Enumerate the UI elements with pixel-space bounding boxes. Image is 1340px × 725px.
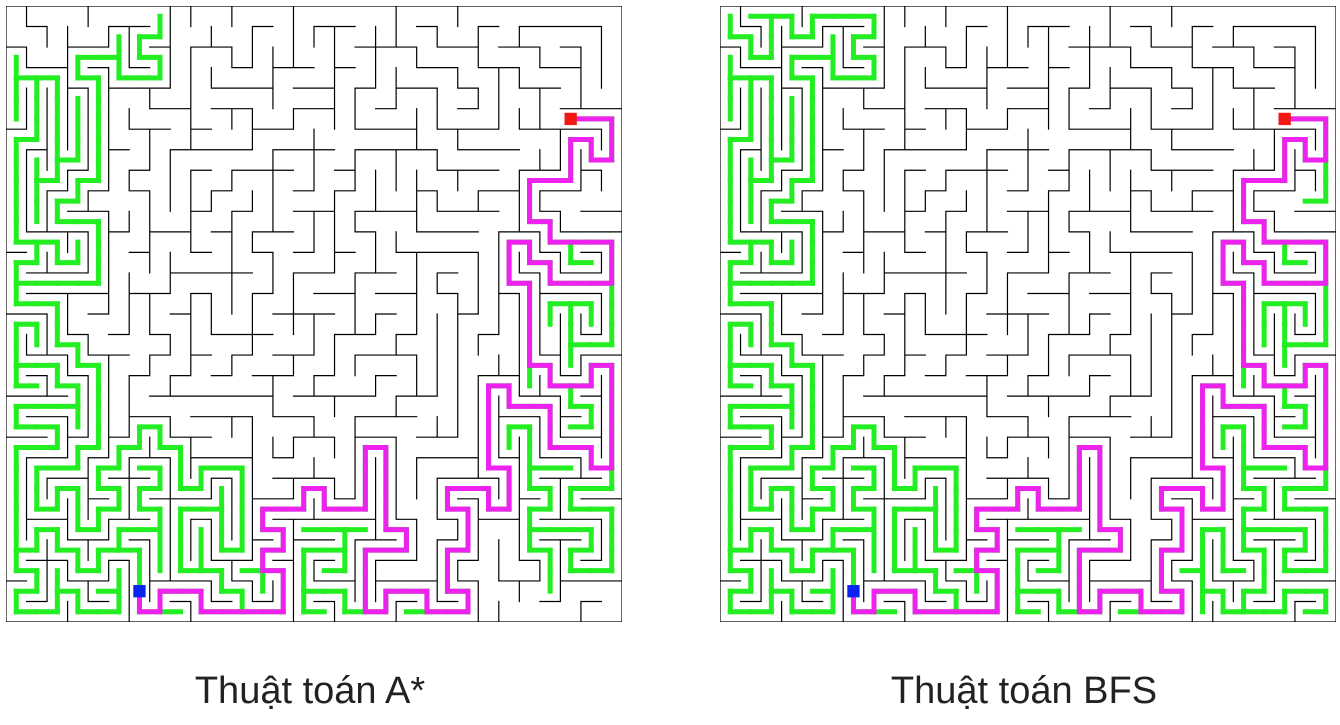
astar-panel: Thuật toán A* (0, 0, 622, 725)
bfs-walls (720, 6, 1336, 622)
bfs-maze (720, 6, 1336, 622)
astar-maze (6, 6, 622, 622)
astar-solution-path (136, 116, 615, 615)
bfs-panel: Thuật toán BFS (714, 0, 1336, 725)
astar-caption: Thuật toán A* (194, 670, 426, 712)
astar-walls (6, 6, 622, 622)
astar-start-marker (133, 585, 146, 598)
bfs-goal-marker (1278, 112, 1291, 126)
bfs-caption: Thuật toán BFS (890, 670, 1158, 712)
astar-goal-marker (564, 112, 577, 126)
bfs-solution-path (850, 116, 1329, 615)
bfs-start-marker (847, 585, 860, 598)
